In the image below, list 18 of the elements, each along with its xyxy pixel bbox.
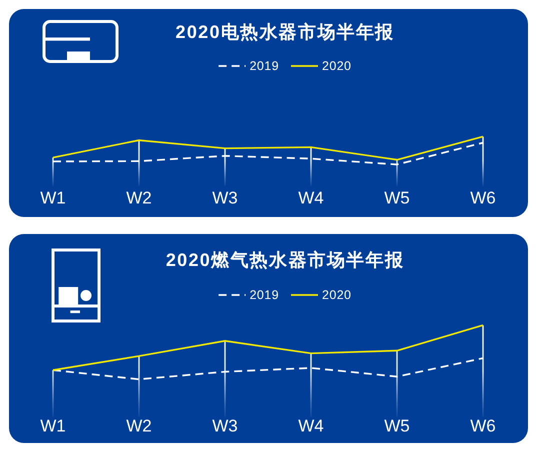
x-tick-label: W5 xyxy=(384,416,410,436)
chart-title: 2020电热水器市场半年报 xyxy=(176,22,394,42)
x-tick-label: W1 xyxy=(40,188,66,208)
x-tick-label: W4 xyxy=(298,416,324,436)
legend-label: 2020 xyxy=(322,288,352,302)
x-tick-label: W2 xyxy=(126,188,152,208)
x-tick-label: W2 xyxy=(126,416,152,436)
x-tick-label: W6 xyxy=(470,416,496,436)
legend-label: 2020 xyxy=(322,59,352,73)
legend-label: 2019 xyxy=(250,288,279,302)
x-tick-label: W3 xyxy=(212,188,238,208)
x-tick-label: W6 xyxy=(470,188,496,208)
x-tick-label: W4 xyxy=(298,188,324,208)
legend-label: 2019 xyxy=(250,59,279,73)
x-tick-label: W1 xyxy=(40,416,66,436)
x-tick-label: W5 xyxy=(384,188,410,208)
chart-title: 2020燃气热水器市场半年报 xyxy=(166,250,404,270)
x-tick-label: W3 xyxy=(212,416,238,436)
